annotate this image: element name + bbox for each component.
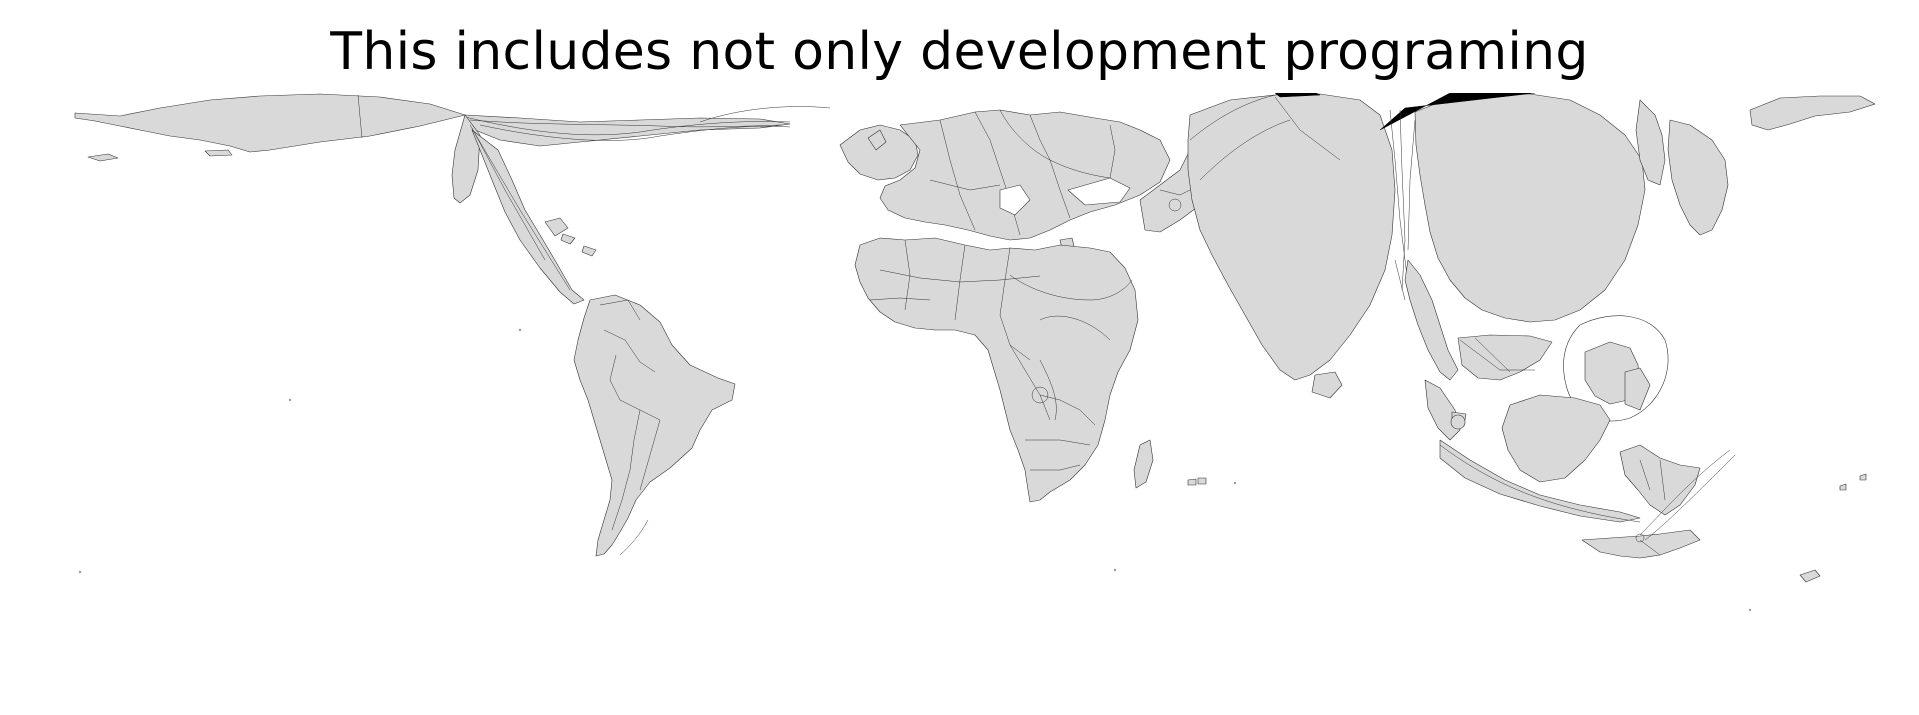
- indian-ocean-island: [1187, 478, 1197, 486]
- canada-arctic-strip: [464, 114, 791, 147]
- island-dot: [288, 398, 292, 402]
- east-asia: [1414, 93, 1646, 323]
- island-dot: [518, 328, 522, 332]
- new-guinea: [1619, 444, 1701, 516]
- madagascar: [1133, 439, 1154, 489]
- caribbean-island: [560, 233, 576, 245]
- sri-lanka: [1311, 371, 1343, 399]
- singapore: [1450, 414, 1466, 430]
- highlighted-wedge-north: [1274, 93, 1321, 98]
- cuba: [544, 217, 569, 237]
- north-east-asia: [1749, 95, 1875, 131]
- thailand-region: [1457, 334, 1553, 381]
- highlighted-wedge-east: [1379, 93, 1536, 131]
- australia: [1581, 529, 1701, 559]
- british-isles: [867, 129, 887, 151]
- island-dot: [78, 570, 82, 574]
- caribbean-island: [581, 245, 597, 257]
- japan: [1667, 119, 1729, 236]
- south-asia: [1187, 93, 1396, 381]
- indochina: [1404, 259, 1459, 381]
- north-america-north: [74, 93, 466, 153]
- map-title: This includes not only development progr…: [330, 22, 1589, 82]
- south-america: [573, 294, 736, 557]
- island-dot: [1748, 608, 1752, 612]
- island: [1624, 367, 1651, 411]
- europe-west: [839, 124, 919, 181]
- korean-peninsula: [1635, 99, 1666, 186]
- africa: [854, 237, 1139, 503]
- indonesia-arc: [1439, 439, 1641, 523]
- indian-ocean-island: [1197, 477, 1207, 485]
- island-dot: [1113, 568, 1117, 572]
- map-layer: [74, 93, 1875, 612]
- aleutian-islands: [87, 153, 119, 162]
- black-sea: [1067, 177, 1131, 206]
- new-zealand: [1799, 569, 1821, 583]
- island-dot: [1233, 481, 1237, 485]
- small-island: [204, 149, 233, 157]
- europe-central: [879, 109, 1171, 241]
- central-america-isthmus: [471, 129, 585, 305]
- malaysia: [1424, 379, 1461, 441]
- borneo: [1501, 394, 1611, 483]
- baltic-sea: [999, 184, 1031, 216]
- pacific-island: [1859, 473, 1867, 481]
- pacific-island: [1839, 483, 1847, 491]
